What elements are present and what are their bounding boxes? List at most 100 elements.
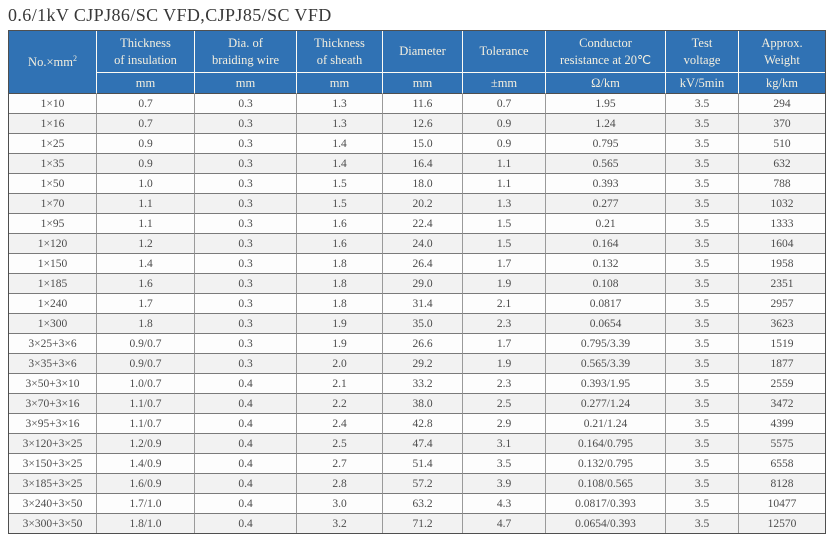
cell-braiding-wire-dia: 0.3 [195,294,297,314]
header-label-row: No.×mm2 Thickness of insulation Dia. of … [9,31,825,94]
page-title: 0.6/1kV CJPJ86/SC VFD,CJPJ85/SC VFD [8,5,332,25]
table-row: 1×300 1.8 0.3 1.9 35.0 2.3 0.0654 3.5 3623 [9,314,825,334]
cell-conductor-resistance: 0.164 [546,234,666,254]
cell-insulation-thickness: 1.2 [97,234,195,254]
cell-tolerance: 4.3 [463,494,546,514]
cell-tolerance: 0.7 [463,94,546,114]
cell-conductor-resistance: 0.0654 [546,314,666,334]
cell-sheath-thickness: 1.9 [297,314,383,334]
cell-sheath-thickness: 1.4 [297,154,383,174]
cell-insulation-thickness: 1.1/0.7 [97,394,195,414]
cell-diameter: 22.4 [383,214,463,234]
cell-diameter: 26.6 [383,334,463,354]
cell-size: 1×95 [9,214,97,234]
cell-tolerance: 1.9 [463,354,546,374]
cell-tolerance: 2.5 [463,394,546,414]
header-unit-tolerance: ±mm [463,73,546,94]
cell-insulation-thickness: 1.8 [97,314,195,334]
header-unit-diameter: mm [383,73,463,94]
cell-insulation-thickness: 1.4/0.9 [97,454,195,474]
table-row: 3×300+3×50 1.8/1.0 0.4 3.2 71.2 4.7 0.0654/0.3… [9,514,825,533]
cell-size: 1×35 [9,154,97,174]
cell-approx-weight: 8128 [739,474,825,494]
cell-conductor-resistance: 0.0817/0.393 [546,494,666,514]
table-row: 1×95 1.1 0.3 1.6 22.4 1.5 0.21 3.5 1333 [9,214,825,234]
cell-size: 3×300+3×50 [9,514,97,533]
cell-diameter: 38.0 [383,394,463,414]
cell-approx-weight: 632 [739,154,825,174]
cell-conductor-resistance: 1.24 [546,114,666,134]
header-cell-insulation-thickness: Thickness of insulation [97,31,195,73]
header-cell-test-voltage: Test voltage [666,31,739,73]
cell-diameter: 11.6 [383,94,463,114]
cell-diameter: 51.4 [383,454,463,474]
cell-sheath-thickness: 1.3 [297,94,383,114]
cell-tolerance: 1.1 [463,174,546,194]
cell-size: 3×70+3×16 [9,394,97,414]
cell-test-voltage: 3.5 [666,114,739,134]
cell-approx-weight: 3623 [739,314,825,334]
header-unit-sheath-thickness: mm [297,73,383,94]
cell-diameter: 42.8 [383,414,463,434]
cell-braiding-wire-dia: 0.4 [195,474,297,494]
header-unit-conductor-resistance: Ω/km [546,73,666,94]
cell-size: 3×35+3×6 [9,354,97,374]
cell-conductor-resistance: 0.565/3.39 [546,354,666,374]
cell-tolerance: 0.9 [463,114,546,134]
cell-diameter: 16.4 [383,154,463,174]
cell-approx-weight: 1877 [739,354,825,374]
cell-sheath-thickness: 2.5 [297,434,383,454]
cell-conductor-resistance: 0.108/0.565 [546,474,666,494]
cell-insulation-thickness: 1.1 [97,214,195,234]
cell-approx-weight: 6558 [739,454,825,474]
cell-braiding-wire-dia: 0.3 [195,174,297,194]
cell-diameter: 15.0 [383,134,463,154]
cell-sheath-thickness: 2.1 [297,374,383,394]
spec-table: No.×mm2 Thickness of insulation Dia. of … [8,30,826,534]
cell-sheath-thickness: 1.8 [297,274,383,294]
cell-test-voltage: 3.5 [666,174,739,194]
cell-sheath-thickness: 1.8 [297,294,383,314]
header-cell-tolerance: Tolerance [463,31,546,73]
cell-braiding-wire-dia: 0.3 [195,334,297,354]
cell-approx-weight: 4399 [739,414,825,434]
cell-sheath-thickness: 1.4 [297,134,383,154]
table-row: 1×25 0.9 0.3 1.4 15.0 0.9 0.795 3.5 510 [9,134,825,154]
cell-tolerance: 3.1 [463,434,546,454]
cell-test-voltage: 3.5 [666,514,739,533]
cell-size: 3×50+3×10 [9,374,97,394]
cell-braiding-wire-dia: 0.3 [195,354,297,374]
cell-size: 1×120 [9,234,97,254]
cell-tolerance: 1.9 [463,274,546,294]
cell-braiding-wire-dia: 0.3 [195,114,297,134]
header-unit-braiding-wire-dia: mm [195,73,297,94]
cell-diameter: 31.4 [383,294,463,314]
cell-approx-weight: 788 [739,174,825,194]
cell-test-voltage: 3.5 [666,194,739,214]
header-unit-row: mm mm mm mm ±mm Ω/km kV/5min kg/km [9,73,825,94]
cell-diameter: 35.0 [383,314,463,334]
cell-braiding-wire-dia: 0.4 [195,414,297,434]
cell-diameter: 47.4 [383,434,463,454]
cell-insulation-thickness: 1.6/0.9 [97,474,195,494]
cell-insulation-thickness: 1.1 [97,194,195,214]
cell-test-voltage: 3.5 [666,474,739,494]
cell-insulation-thickness: 0.9 [97,154,195,174]
cell-test-voltage: 3.5 [666,434,739,454]
cell-size: 1×70 [9,194,97,214]
table-row: 3×70+3×16 1.1/0.7 0.4 2.2 38.0 2.5 0.277/1.24 3… [9,394,825,414]
cell-conductor-resistance: 0.164/0.795 [546,434,666,454]
cell-diameter: 71.2 [383,514,463,533]
cell-test-voltage: 3.5 [666,354,739,374]
cell-approx-weight: 1333 [739,214,825,234]
cell-braiding-wire-dia: 0.4 [195,394,297,414]
cell-braiding-wire-dia: 0.3 [195,314,297,334]
cell-sheath-thickness: 1.8 [297,254,383,274]
cell-insulation-thickness: 1.2/0.9 [97,434,195,454]
cell-tolerance: 1.7 [463,254,546,274]
cell-conductor-resistance: 0.795/3.39 [546,334,666,354]
cell-insulation-thickness: 1.7 [97,294,195,314]
cell-braiding-wire-dia: 0.4 [195,374,297,394]
cell-sheath-thickness: 2.7 [297,454,383,474]
